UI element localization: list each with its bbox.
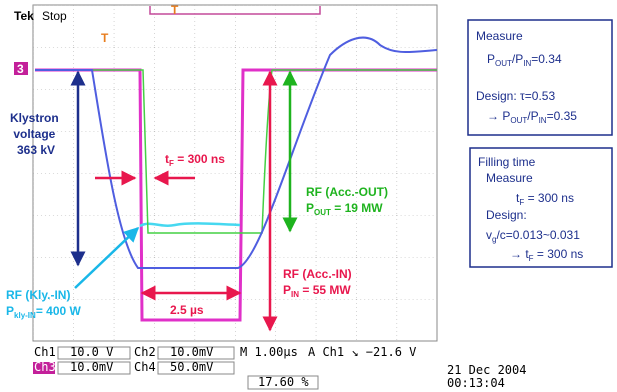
design-ratio: → POUT/PIN=0.35 bbox=[487, 109, 577, 125]
filling-box: Filling time Measure tF = 300 ns Design:… bbox=[470, 148, 612, 267]
ch1-scale: 10.0 V bbox=[70, 345, 113, 359]
measure-title: Measure bbox=[476, 29, 523, 43]
ch2-scale: 10.0mV bbox=[170, 345, 213, 359]
screenshot: Tek Stop T T 3 Klystron voltage 363 kV t… bbox=[0, 0, 617, 392]
channel-marker: 3 bbox=[17, 62, 24, 76]
filling-vg: vg/c=0.013~0.031 bbox=[486, 228, 580, 244]
klystron-label: Klystron voltage 363 kV bbox=[10, 111, 62, 157]
ch4-scale: 50.0mV bbox=[170, 360, 213, 374]
time: 00:13:04 bbox=[447, 376, 505, 390]
ch3-label: Ch3 bbox=[34, 360, 56, 374]
date: 21 Dec 2004 bbox=[447, 363, 526, 377]
design-tau: Design: τ=0.53 bbox=[476, 89, 555, 103]
status: Stop bbox=[42, 9, 67, 23]
trigger-mark: T bbox=[101, 31, 109, 45]
measure-ratio: POUT/PIN=0.34 bbox=[487, 52, 562, 68]
rf-kly-power: Pkly-IN= 400 W bbox=[6, 304, 82, 320]
filling-measure: Measure bbox=[486, 171, 533, 185]
ch4-label: Ch4 bbox=[134, 360, 156, 374]
rf-out-title: RF (Acc.-OUT) bbox=[306, 185, 388, 199]
filling-result: → tF = 300 ns bbox=[510, 247, 583, 263]
pulse-width-label: 2.5 µs bbox=[170, 303, 204, 317]
rf-in-title: RF (Acc.-IN) bbox=[283, 267, 352, 281]
filling-design: Design: bbox=[486, 208, 527, 222]
trigger-mark-top: T bbox=[171, 3, 179, 17]
filling-title: Filling time bbox=[478, 155, 536, 169]
trigger-setting: A Ch1 ↘ −21.6 V bbox=[308, 345, 416, 359]
ch2-label: Ch2 bbox=[134, 345, 156, 359]
fill-time-label: tF = 300 ns bbox=[165, 152, 225, 168]
position: 17.60 % bbox=[258, 375, 309, 389]
timebase: M 1.00µs bbox=[240, 345, 298, 359]
measure-box: Measure POUT/PIN=0.34 Design: τ=0.53 → P… bbox=[468, 20, 612, 135]
brand: Tek bbox=[14, 9, 34, 23]
rf-kly-title: RF (Kly.-IN) bbox=[6, 288, 70, 302]
readout: Ch1 10.0 V Ch2 10.0mV M 1.00µs A Ch1 ↘ −… bbox=[33, 345, 526, 390]
scope-screen: Tek Stop T T 3 Klystron voltage 363 kV t… bbox=[6, 3, 437, 341]
ch3-scale: 10.0mV bbox=[70, 360, 113, 374]
ch1-label: Ch1 bbox=[34, 345, 56, 359]
filling-measured: tF = 300 ns bbox=[516, 191, 574, 207]
